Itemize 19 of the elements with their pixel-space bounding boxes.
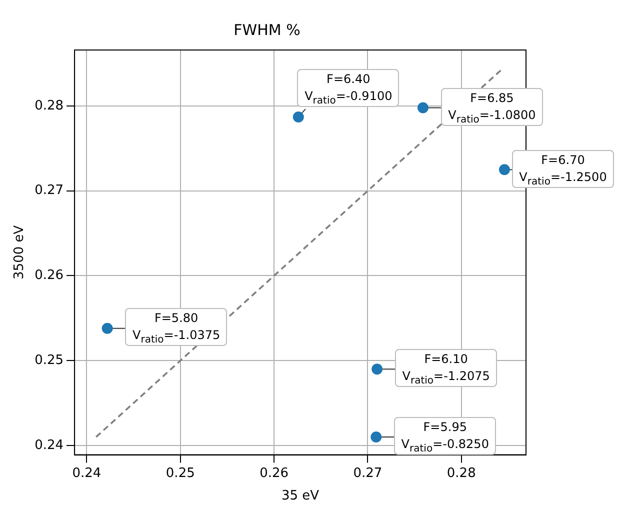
x-tick-label: 0.24: [72, 466, 102, 481]
callout-box: F=6.10 V$_{ratio}$=-1.2075: [395, 349, 498, 388]
chart-title: FWHM %: [234, 20, 300, 39]
y-tick-label: 0.25: [34, 352, 64, 368]
x-tick-label: 0.27: [353, 466, 382, 481]
y-axis-title: 3500 eV: [12, 225, 28, 280]
callout-box: F=5.95 V$_{ratio}$=-0.8250: [394, 416, 496, 455]
x-tick-label: 0.26: [260, 466, 289, 481]
y-tick-label: 0.24: [34, 438, 64, 453]
y-tick-label: 0.26: [34, 268, 64, 284]
callout-box: F=6.40 V$_{ratio}$=-0.9100: [297, 69, 400, 108]
x-axis-title: 35 eV: [281, 488, 320, 504]
callout-box: F=6.70 V$_{ratio}$=-1.2500: [512, 150, 614, 188]
y-tick-label: 0.28: [34, 98, 64, 114]
y-tick-label: 0.27: [34, 183, 64, 198]
callout-box: F=6.85 V$_{ratio}$=-1.0800: [440, 88, 543, 126]
x-tick-label: 0.25: [166, 466, 195, 481]
x-tick-label: 0.28: [446, 466, 476, 481]
callout-box: F=5.80 V$_{ratio}$=-1.0375: [125, 308, 228, 346]
